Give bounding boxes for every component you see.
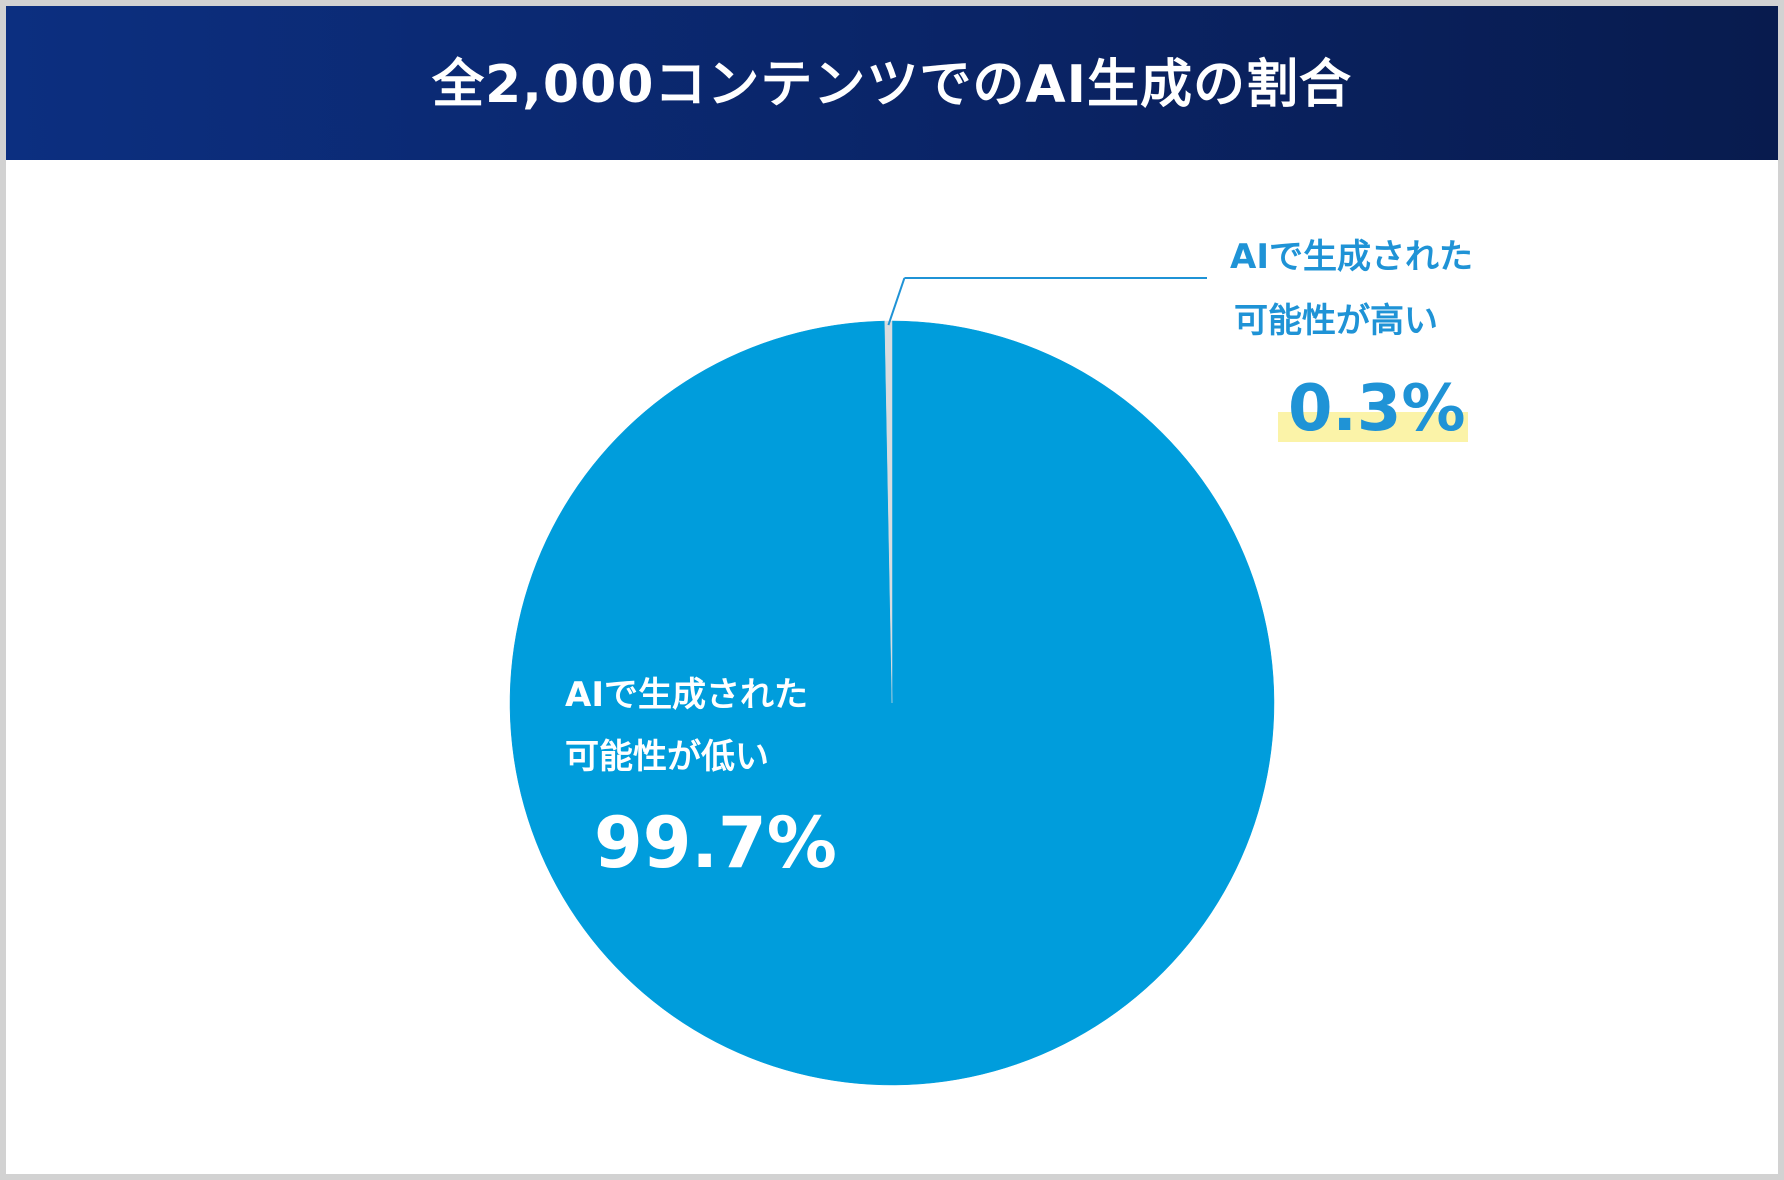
value-highlight-marker	[1278, 412, 1468, 442]
pie-slice-high-probability	[884, 320, 893, 704]
slice-label-high-line2: 可能性が高い	[1234, 301, 1438, 341]
slice-value-high: 0.3%	[1288, 372, 1466, 446]
callout-leader-line	[887, 277, 906, 326]
title-banner: 全2,000コンテンツでのAI生成の割合	[6, 6, 1778, 160]
chart-title: 全2,000コンテンツでのAI生成の割合	[431, 54, 1353, 115]
pie-slices	[509, 320, 1275, 1086]
slice-value-low: 99.7%	[594, 802, 837, 884]
slice-label-low-line2: 可能性が低い	[565, 737, 769, 777]
slice-label-high-line1: AIで生成された	[1230, 237, 1473, 277]
slice-label-low-line1: AIで生成された	[565, 675, 808, 715]
